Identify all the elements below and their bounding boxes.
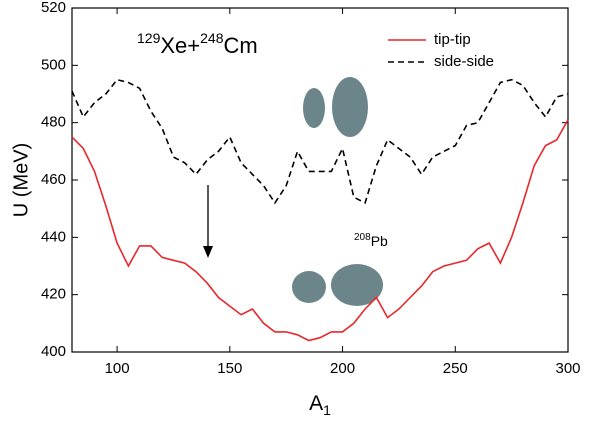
x-axis-label: A1 [309,392,331,418]
x-tick-label: 100 [105,360,130,377]
y-tick-label: 460 [41,171,66,188]
nucleus [292,271,326,303]
y-tick-label: 420 [41,286,66,303]
arrow [203,185,213,258]
annotation-sup: 248 [200,30,224,46]
y-tick-label: 400 [41,343,66,360]
legend-label: tip-tip [434,31,471,48]
legend-label: side-side [434,53,494,70]
x-tick-label: 300 [555,360,580,377]
arrow-head [203,246,213,258]
nucleus [303,88,325,128]
annotation: 129Xe+248Cm [137,30,258,58]
series-line [71,78,569,205]
nucleus [331,264,383,306]
x-label-main: A [309,392,323,415]
annotation-text: Xe+ [160,33,200,58]
x-tick-label: 150 [217,360,242,377]
annotation: 208Pb [354,232,388,249]
y-tick-label: 480 [41,114,66,131]
shapes [292,77,383,306]
annotation-text: Pb [371,233,388,249]
annotation-sup: 208 [354,232,371,243]
x-tick-label: 200 [330,360,355,377]
x-label-sub: 1 [323,402,331,418]
x-tick-label: 250 [443,360,468,377]
annotation-sup: 129 [137,30,161,46]
series-line [71,119,569,342]
y-axis-label: U (MeV) [10,143,32,217]
nucleus [332,77,368,137]
y-tick-label: 500 [41,56,66,73]
annotation-text: Cm [223,33,257,58]
y-tick-label: 520 [41,0,66,16]
y-tick-label: 440 [41,228,66,245]
